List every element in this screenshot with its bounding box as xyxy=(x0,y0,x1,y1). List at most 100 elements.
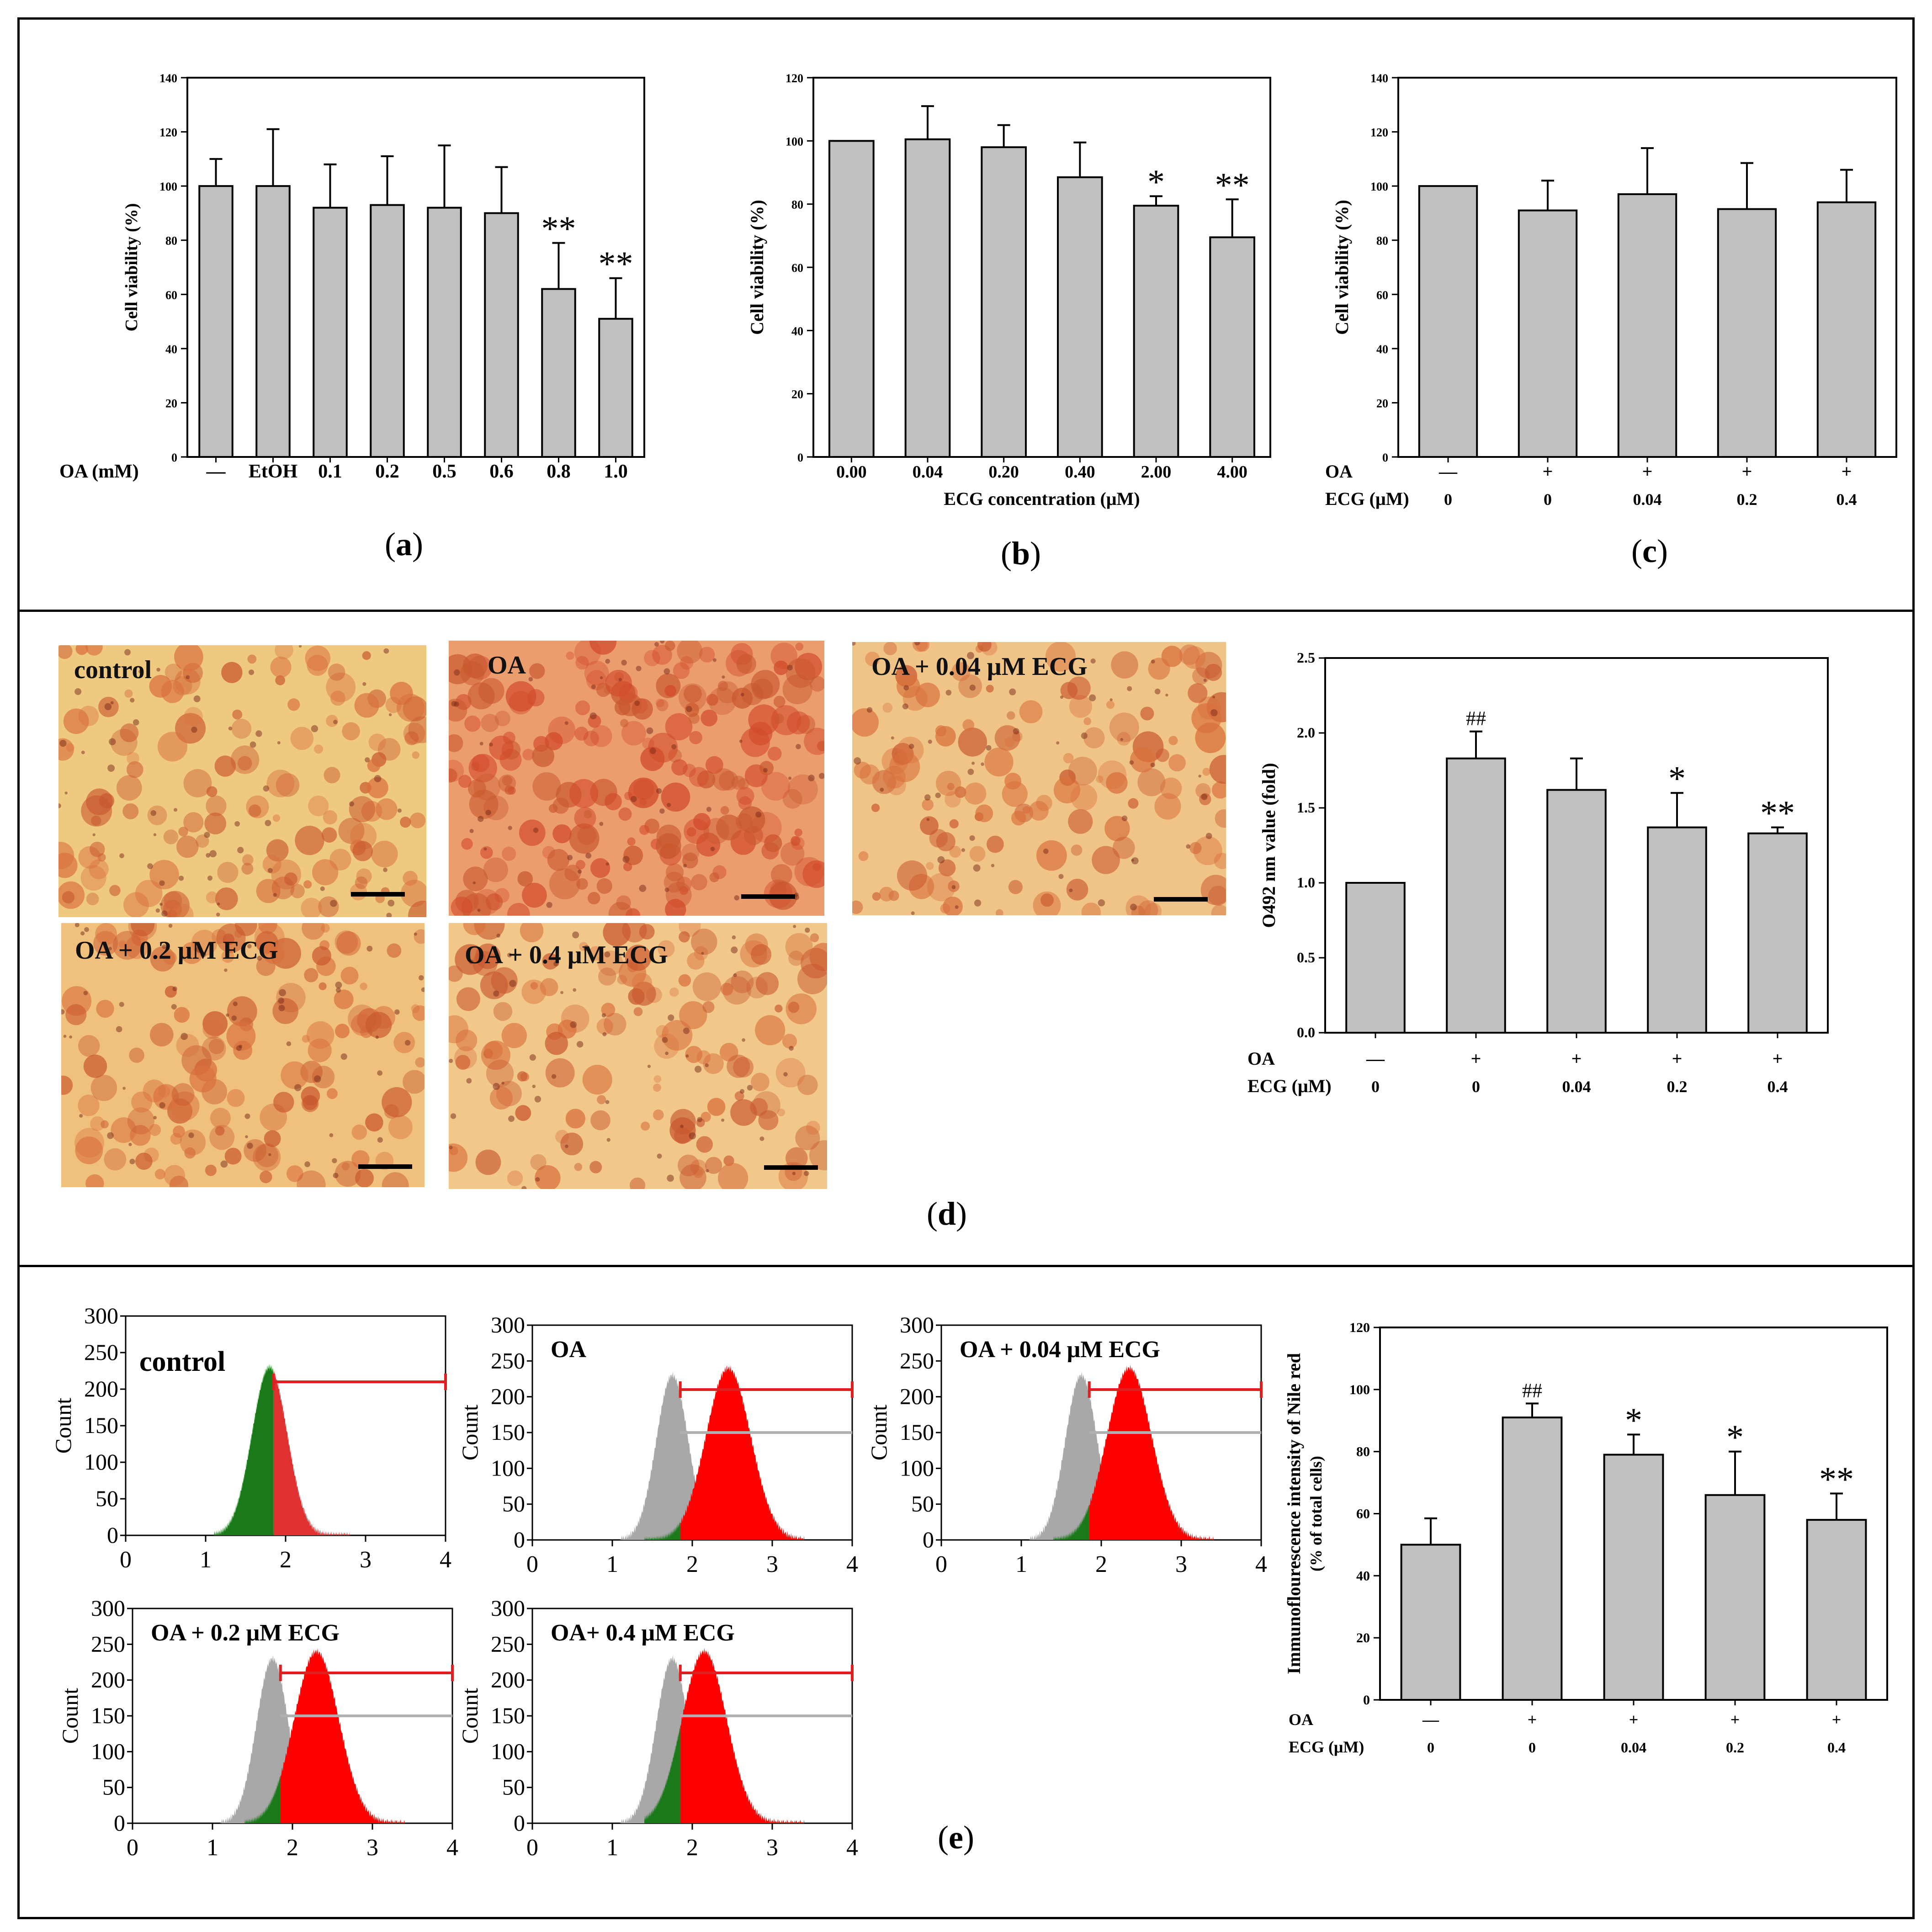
cell-cluster xyxy=(90,1116,105,1131)
lipid-droplet xyxy=(220,1160,228,1168)
lipid-droplet xyxy=(639,885,647,892)
micrograph-oa-0.04-ecg: OA + 0.04 μM ECG xyxy=(852,642,1226,915)
cell-cluster xyxy=(165,663,182,681)
cell-cluster xyxy=(692,972,722,1001)
histogram-control-overlay xyxy=(620,1372,740,1540)
cell-cluster xyxy=(671,759,688,776)
lipid-droplet xyxy=(935,792,941,798)
histogram-green-region xyxy=(644,1723,680,1823)
lipid-droplet xyxy=(742,1038,746,1042)
cell-cluster xyxy=(532,772,561,801)
cell-cluster xyxy=(684,685,702,703)
cell-cluster xyxy=(308,796,329,817)
lipid-droplet xyxy=(273,893,277,897)
bar xyxy=(198,185,234,458)
cell-cluster xyxy=(287,698,300,711)
x-category-label: + xyxy=(1672,1048,1683,1069)
lipid-droplet xyxy=(533,828,539,833)
lipid-droplet xyxy=(573,988,577,992)
y-tick-label: 60 xyxy=(1356,1507,1370,1522)
y-axis-label: Count xyxy=(50,1398,76,1454)
x-category-label-row2: 0 xyxy=(1444,490,1452,509)
cell-cluster xyxy=(174,1007,190,1023)
histogram-red-region xyxy=(273,1370,350,1535)
cell-cluster xyxy=(206,786,218,797)
cell-cluster xyxy=(170,1091,200,1121)
y-tick-label: 300 xyxy=(91,1599,125,1621)
cell-cluster xyxy=(62,891,75,904)
cell-cluster xyxy=(449,965,463,982)
cell-cluster xyxy=(95,923,117,945)
cell-cluster xyxy=(791,836,805,850)
cell-cluster xyxy=(328,663,345,681)
cell-cluster xyxy=(940,903,950,914)
lipid-droplet xyxy=(414,932,417,936)
cell-cluster xyxy=(204,812,227,834)
lipid-droplet xyxy=(667,1174,674,1182)
lipid-droplet xyxy=(705,1063,709,1067)
cell-cluster xyxy=(545,732,563,750)
cell-cluster xyxy=(986,835,1004,853)
cell-cluster xyxy=(720,806,729,815)
cell-cluster xyxy=(598,967,616,986)
cell-cluster xyxy=(574,1162,583,1171)
lipid-droplet xyxy=(161,910,168,917)
cell-cluster xyxy=(475,1149,501,1175)
cell-cluster xyxy=(493,1002,513,1021)
x-category-label: 0.2 xyxy=(375,461,399,482)
lipid-droplet xyxy=(902,703,908,710)
cell-cluster xyxy=(596,878,612,894)
lipid-droplet xyxy=(263,785,270,792)
cell-cluster xyxy=(272,814,281,822)
cell-cluster xyxy=(882,702,893,713)
cell-cluster xyxy=(502,846,516,861)
y-tick-label: 150 xyxy=(91,1703,125,1728)
x-category-label: 0.00 xyxy=(836,462,867,482)
panel-letter-a: (a) xyxy=(385,526,423,563)
cell-cluster xyxy=(1092,846,1120,874)
x-category-label: + xyxy=(1842,461,1852,482)
cell-cluster xyxy=(480,846,493,859)
y-tick-label: 200 xyxy=(84,1376,118,1401)
lipid-droplet xyxy=(712,658,717,662)
lipid-droplet xyxy=(1127,686,1132,691)
lipid-droplet xyxy=(496,934,500,938)
lipid-droplet xyxy=(1089,694,1096,701)
cell-cluster xyxy=(78,706,99,727)
cell-cluster xyxy=(720,982,733,996)
cell-cluster xyxy=(462,653,488,679)
cell-cluster xyxy=(532,745,555,767)
cell-cluster xyxy=(400,817,411,828)
cell-cluster xyxy=(564,865,581,881)
cell-cluster xyxy=(189,1065,217,1093)
cell-cluster xyxy=(656,824,681,849)
lipid-droplet xyxy=(501,1082,504,1085)
x-category-label-row2: 0.2 xyxy=(1667,1077,1688,1096)
lipid-droplet xyxy=(477,908,481,912)
lipid-droplet xyxy=(383,867,387,872)
cell-cluster xyxy=(260,1170,272,1184)
cell-cluster xyxy=(515,1105,531,1121)
cell-cluster xyxy=(1137,768,1166,796)
cell-cluster xyxy=(354,693,379,718)
lipid-droplet xyxy=(683,1027,690,1034)
cell-cluster xyxy=(65,1004,87,1025)
cell-cluster xyxy=(777,1108,786,1117)
lipid-droplet xyxy=(374,775,382,782)
cell-cluster xyxy=(456,987,480,1011)
bar xyxy=(1603,1454,1664,1701)
y-tick-label: 100 xyxy=(491,1455,525,1481)
cell-cluster xyxy=(302,1035,310,1043)
bar xyxy=(981,146,1027,458)
cell-cluster xyxy=(1191,703,1221,733)
scale-bar xyxy=(741,894,795,899)
micrograph-texture xyxy=(58,645,426,917)
cell-cluster xyxy=(127,752,139,765)
cell-cluster xyxy=(170,903,194,917)
x-axis-label: ECG concentration (μM) xyxy=(944,488,1140,509)
x-tick-label: 4 xyxy=(440,1547,451,1573)
y-axis-label: Cell viability (%) xyxy=(1332,200,1352,335)
lipid-droplet xyxy=(722,675,725,679)
cell-cluster xyxy=(131,1091,153,1113)
cell-cluster xyxy=(297,1170,326,1187)
